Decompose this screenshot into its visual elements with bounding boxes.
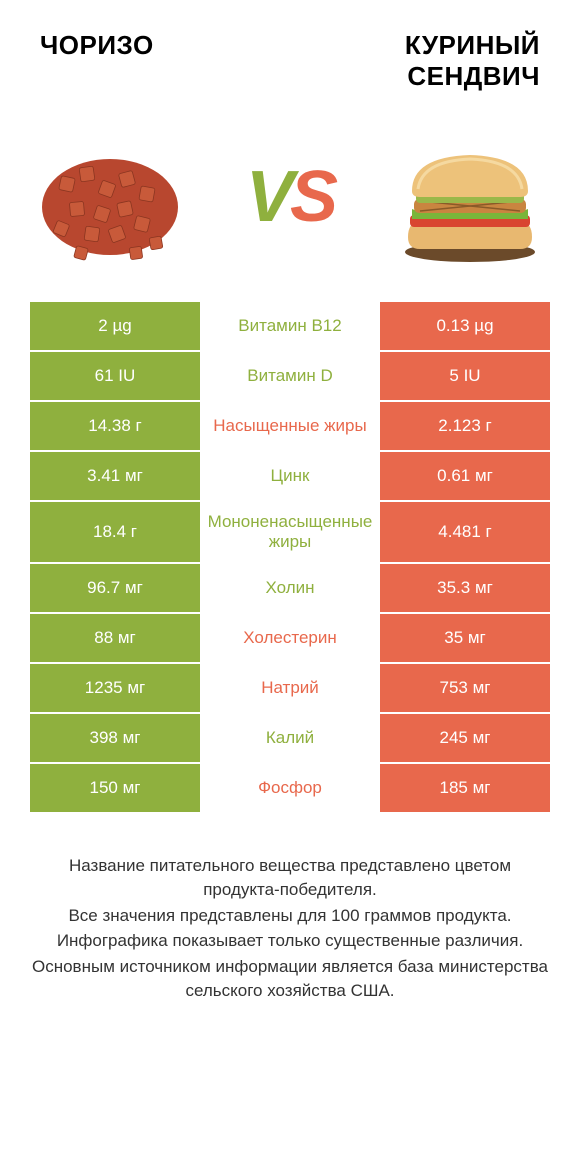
- cell-left: 96.7 мг: [30, 564, 200, 612]
- cell-nutrient: Цинк: [200, 452, 380, 500]
- table-row: 61 IUВитамин D5 IU: [30, 352, 550, 402]
- title-right-line1: КУРИНЫЙ: [405, 30, 540, 61]
- cell-left: 3.41 мг: [30, 452, 200, 500]
- cell-nutrient: Витамин D: [200, 352, 380, 400]
- comparison-table: 2 µgВитамин B120.13 µg61 IUВитамин D5 IU…: [0, 302, 580, 814]
- table-row: 14.38 гНасыщенные жиры2.123 г: [30, 402, 550, 452]
- cell-nutrient: Холин: [200, 564, 380, 612]
- header: ЧОРИЗО КУРИНЫЙ СЕНДВИЧ: [0, 0, 580, 112]
- vs-v: V: [246, 157, 290, 237]
- table-row: 150 мгФосфор185 мг: [30, 764, 550, 814]
- vs-s: S: [290, 157, 334, 237]
- cell-right: 245 мг: [380, 714, 550, 762]
- table-row: 1235 мгНатрий753 мг: [30, 664, 550, 714]
- cell-right: 2.123 г: [380, 402, 550, 450]
- title-left: ЧОРИЗО: [40, 30, 154, 92]
- footer-line: Название питательного вещества представл…: [30, 854, 550, 902]
- table-row: 2 µgВитамин B120.13 µg: [30, 302, 550, 352]
- footer-text: Название питательного вещества представл…: [0, 814, 580, 1025]
- chorizo-image: [30, 127, 190, 267]
- footer-line: Основным источником информации является …: [30, 955, 550, 1003]
- cell-nutrient: Насыщенные жиры: [200, 402, 380, 450]
- cell-left: 2 µg: [30, 302, 200, 350]
- cell-left: 88 мг: [30, 614, 200, 662]
- cell-nutrient: Мононенасыщенные жиры: [200, 502, 380, 562]
- title-right-line2: СЕНДВИЧ: [405, 61, 540, 92]
- cell-left: 1235 мг: [30, 664, 200, 712]
- table-row: 88 мгХолестерин35 мг: [30, 614, 550, 664]
- footer-line: Все значения представлены для 100 граммо…: [30, 904, 550, 928]
- table-row: 3.41 мгЦинк0.61 мг: [30, 452, 550, 502]
- cell-nutrient: Калий: [200, 714, 380, 762]
- vs-badge: VS: [246, 156, 334, 238]
- cell-nutrient: Натрий: [200, 664, 380, 712]
- cell-right: 0.61 мг: [380, 452, 550, 500]
- cell-left: 14.38 г: [30, 402, 200, 450]
- cell-right: 0.13 µg: [380, 302, 550, 350]
- table-row: 398 мгКалий245 мг: [30, 714, 550, 764]
- cell-right: 35.3 мг: [380, 564, 550, 612]
- cell-right: 35 мг: [380, 614, 550, 662]
- images-row: VS: [0, 112, 580, 302]
- cell-nutrient: Холестерин: [200, 614, 380, 662]
- cell-right: 4.481 г: [380, 502, 550, 562]
- cell-right: 185 мг: [380, 764, 550, 812]
- footer-line: Инфографика показывает только существенн…: [30, 929, 550, 953]
- cell-nutrient: Витамин B12: [200, 302, 380, 350]
- cell-left: 61 IU: [30, 352, 200, 400]
- cell-left: 18.4 г: [30, 502, 200, 562]
- cell-right: 753 мг: [380, 664, 550, 712]
- sandwich-image: [390, 127, 550, 267]
- table-row: 18.4 гМононенасыщенные жиры4.481 г: [30, 502, 550, 564]
- title-right: КУРИНЫЙ СЕНДВИЧ: [405, 30, 540, 92]
- cell-left: 398 мг: [30, 714, 200, 762]
- cell-nutrient: Фосфор: [200, 764, 380, 812]
- cell-left: 150 мг: [30, 764, 200, 812]
- table-row: 96.7 мгХолин35.3 мг: [30, 564, 550, 614]
- cell-right: 5 IU: [380, 352, 550, 400]
